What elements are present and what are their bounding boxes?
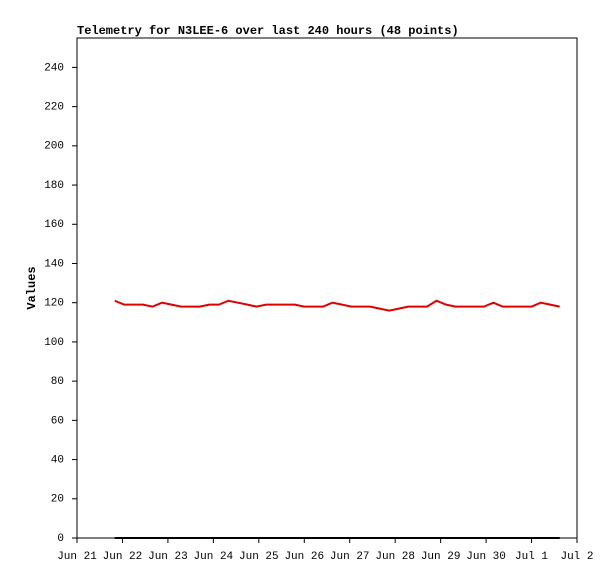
x-tick-label: Jun 22 xyxy=(103,551,143,563)
y-tick-label: 120 xyxy=(44,298,64,310)
x-tick-label: Jun 25 xyxy=(239,551,279,563)
y-tick-label: 40 xyxy=(51,454,64,466)
x-tick-label: Jun 27 xyxy=(330,551,370,563)
y-tick-label: 140 xyxy=(44,258,64,270)
x-tick-label: Jun 21 xyxy=(57,551,97,563)
x-tick-label: Jun 29 xyxy=(421,551,461,563)
y-axis-title: Values xyxy=(25,266,39,309)
x-tick-label: Jun 30 xyxy=(466,551,506,563)
x-tick-label: Jun 26 xyxy=(284,551,324,563)
y-tick-label: 20 xyxy=(51,494,64,506)
y-tick-label: 240 xyxy=(44,62,64,74)
y-tick-label: 100 xyxy=(44,337,64,349)
y-tick-label: 80 xyxy=(51,376,64,388)
x-tick-label: Jul 2 xyxy=(560,551,593,563)
plot-frame xyxy=(76,37,578,539)
x-tick-label: Jun 23 xyxy=(148,551,188,563)
x-tick-label: Jun 24 xyxy=(194,551,234,563)
y-tick-label: 180 xyxy=(44,180,64,192)
y-tick-label: 0 xyxy=(57,533,64,545)
y-tick-label: 220 xyxy=(44,102,64,114)
x-tick-label: Jun 28 xyxy=(375,551,415,563)
y-tick-label: 160 xyxy=(44,219,64,231)
y-tick-label: 60 xyxy=(51,415,64,427)
y-tick-label: 200 xyxy=(44,141,64,153)
chart-title: Telemetry for N3LEE-6 over last 240 hour… xyxy=(77,24,459,38)
x-tick-label: Jul 1 xyxy=(515,551,548,563)
series-line xyxy=(114,299,560,312)
